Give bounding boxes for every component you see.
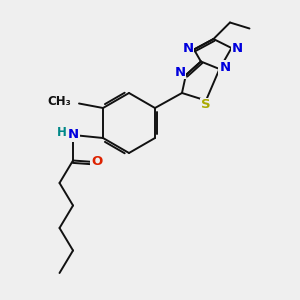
Text: CH₃: CH₃ [48, 95, 71, 109]
Text: N: N [182, 41, 194, 55]
Text: N: N [219, 61, 230, 74]
Text: N: N [68, 128, 79, 142]
Text: N: N [232, 41, 243, 55]
Text: O: O [92, 155, 103, 169]
Text: H: H [57, 126, 67, 139]
Text: N: N [174, 65, 185, 79]
Text: S: S [201, 98, 211, 112]
